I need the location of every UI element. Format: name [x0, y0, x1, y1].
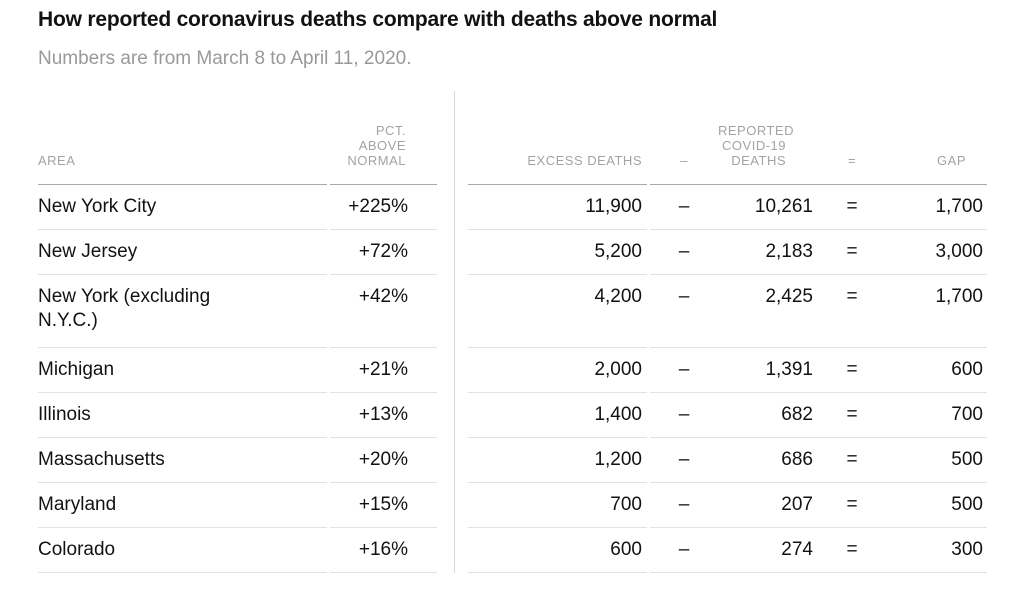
- excess-deaths-cell: 11,900: [468, 185, 647, 230]
- pct-cell: +20%: [330, 438, 437, 483]
- equals-sign: =: [846, 539, 858, 560]
- col-header-equals-sign: =: [847, 153, 857, 168]
- header-group: – REPORTED COVID-19 DEATHS = GAP: [650, 91, 987, 185]
- table-row: New York (excluding N.Y.C.) +42%: [38, 275, 437, 348]
- equals-sign: =: [846, 241, 858, 262]
- excess-deaths-cell: 2,000: [468, 348, 647, 393]
- excess-deaths-cell: 4,200: [468, 275, 647, 348]
- gap-cell: 600: [951, 359, 983, 380]
- equals-sign: =: [846, 494, 858, 515]
- gap-cell: 700: [951, 404, 983, 425]
- table-row: New Jersey +72%: [38, 230, 437, 275]
- col-header-gap: GAP: [937, 153, 966, 168]
- table-right-header: EXCESS DEATHS – REPORTED COVID-19 DEATHS…: [468, 91, 987, 185]
- gap-cell: 500: [951, 449, 983, 470]
- table-row: Maryland +15%: [38, 483, 437, 528]
- col-header-reported-covid-deaths: REPORTED COVID-19 DEATHS: [718, 123, 794, 168]
- page-title: How reported coronavirus deaths compare …: [38, 8, 718, 31]
- equals-sign: =: [846, 404, 858, 425]
- table-row: 4,200 – 2,425 = 1,700: [468, 275, 987, 348]
- table-right: EXCESS DEATHS – REPORTED COVID-19 DEATHS…: [468, 91, 987, 573]
- table-row: 2,000 – 1,391 = 600: [468, 348, 987, 393]
- minus-sign: –: [678, 359, 690, 380]
- reported-deaths-cell: 686: [781, 449, 813, 470]
- area-cell: Maryland: [38, 483, 327, 528]
- area-cell: Massachusetts: [38, 438, 327, 483]
- reported-deaths-cell: 274: [781, 539, 813, 560]
- minus-sign: –: [678, 494, 690, 515]
- gap-cell: 3,000: [935, 241, 983, 262]
- pct-cell: +13%: [330, 393, 437, 438]
- table-row: Michigan +21%: [38, 348, 437, 393]
- page-subtitle: Numbers are from March 8 to April 11, 20…: [38, 48, 412, 69]
- table-row: New York City +225%: [38, 185, 437, 230]
- reported-deaths-cell: 207: [781, 494, 813, 515]
- minus-sign: –: [678, 539, 690, 560]
- table-left-header: AREA PCT. ABOVE NORMAL: [38, 91, 437, 185]
- col-header-pct-above-normal: PCT. ABOVE NORMAL: [330, 91, 437, 185]
- minus-sign: –: [678, 241, 690, 262]
- pct-cell: +72%: [330, 230, 437, 275]
- table-row: 1,400 – 682 = 700: [468, 393, 987, 438]
- col-header-minus-sign: –: [680, 153, 688, 168]
- vertical-divider: [454, 91, 455, 573]
- equals-sign: =: [846, 449, 858, 470]
- minus-sign: –: [678, 449, 690, 470]
- table-row: 5,200 – 2,183 = 3,000: [468, 230, 987, 275]
- pct-cell: +16%: [330, 528, 437, 573]
- area-cell: New York (excluding N.Y.C.): [38, 275, 327, 348]
- table-left: AREA PCT. ABOVE NORMAL New York City +22…: [38, 91, 437, 573]
- table-row: Illinois +13%: [38, 393, 437, 438]
- reported-deaths-cell: 2,183: [765, 241, 813, 262]
- table-row: 1,200 – 686 = 500: [468, 438, 987, 483]
- pct-cell: +225%: [330, 185, 437, 230]
- table-row: Massachusetts +20%: [38, 438, 437, 483]
- pct-cell: +15%: [330, 483, 437, 528]
- gap-cell: 500: [951, 494, 983, 515]
- minus-sign: –: [678, 196, 690, 217]
- pct-cell: +21%: [330, 348, 437, 393]
- reported-deaths-cell: 682: [781, 404, 813, 425]
- minus-sign: –: [678, 404, 690, 425]
- area-cell: Illinois: [38, 393, 327, 438]
- gap-cell: 300: [951, 539, 983, 560]
- table-row: 11,900 – 10,261 = 1,700: [468, 185, 987, 230]
- area-cell: New Jersey: [38, 230, 327, 275]
- excess-deaths-cell: 700: [468, 483, 647, 528]
- equals-sign: =: [846, 359, 858, 380]
- excess-deaths-cell: 5,200: [468, 230, 647, 275]
- area-cell: Colorado: [38, 528, 327, 573]
- reported-deaths-cell: 2,425: [765, 286, 813, 307]
- table-row: 600 – 274 = 300: [468, 528, 987, 573]
- excess-deaths-cell: 1,200: [468, 438, 647, 483]
- equals-sign: =: [846, 196, 858, 217]
- area-cell: Michigan: [38, 348, 327, 393]
- col-header-excess-deaths: EXCESS DEATHS: [468, 91, 647, 185]
- excess-deaths-cell: 1,400: [468, 393, 647, 438]
- equals-sign: =: [846, 286, 858, 307]
- area-cell: New York City: [38, 185, 327, 230]
- table-row: 700 – 207 = 500: [468, 483, 987, 528]
- gap-cell: 1,700: [935, 286, 983, 307]
- excess-deaths-cell: 600: [468, 528, 647, 573]
- reported-deaths-cell: 1,391: [765, 359, 813, 380]
- pct-cell: +42%: [330, 275, 437, 348]
- gap-cell: 1,700: [935, 196, 983, 217]
- table-row: Colorado +16%: [38, 528, 437, 573]
- col-header-area: AREA: [38, 91, 327, 185]
- reported-deaths-cell: 10,261: [754, 196, 813, 217]
- minus-sign: –: [678, 286, 690, 307]
